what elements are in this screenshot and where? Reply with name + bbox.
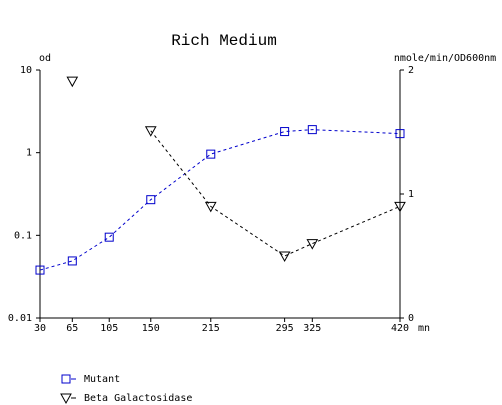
y2-tick-label: 1 bbox=[408, 189, 414, 200]
marker bbox=[66, 76, 79, 88]
y-tick-label: 0.1 bbox=[14, 230, 32, 241]
marker bbox=[278, 251, 291, 263]
y2-tick-label: 0 bbox=[408, 313, 414, 324]
marker bbox=[67, 256, 77, 266]
y-tick-label: 1 bbox=[26, 148, 32, 159]
marker bbox=[395, 129, 405, 139]
x-tick-label: 65 bbox=[66, 323, 78, 334]
marker bbox=[35, 265, 45, 275]
x-axis-label: mn bbox=[418, 323, 430, 334]
y-axis-label: od bbox=[39, 53, 51, 64]
x-tick-label: 325 bbox=[303, 323, 321, 334]
marker bbox=[307, 125, 317, 135]
x-tick-label: 420 bbox=[391, 323, 409, 334]
marker bbox=[104, 232, 114, 242]
legend-label: Beta Galactosidase bbox=[84, 393, 192, 404]
y-tick-label: 10 bbox=[20, 65, 32, 76]
y2-tick-label: 2 bbox=[408, 65, 414, 76]
x-tick-label: 105 bbox=[100, 323, 118, 334]
marker bbox=[146, 195, 156, 205]
marker bbox=[60, 393, 72, 405]
marker bbox=[394, 201, 406, 213]
series-line bbox=[150, 130, 401, 257]
y-tick-label: 0.01 bbox=[8, 313, 32, 324]
x-tick-label: 295 bbox=[276, 323, 294, 334]
legend-label: Mutant bbox=[84, 374, 120, 385]
series-line bbox=[39, 129, 401, 271]
marker bbox=[306, 239, 319, 250]
y2-axis-label: nmole/min/OD600nm bbox=[394, 53, 496, 64]
marker bbox=[280, 127, 290, 137]
x-tick-label: 30 bbox=[34, 323, 46, 334]
x-tick-label: 215 bbox=[202, 323, 220, 334]
marker bbox=[144, 126, 157, 137]
marker bbox=[204, 201, 217, 213]
x-tick-label: 150 bbox=[142, 323, 160, 334]
marker bbox=[206, 149, 216, 159]
chart-title: Rich Medium bbox=[171, 32, 277, 50]
marker bbox=[61, 374, 71, 384]
